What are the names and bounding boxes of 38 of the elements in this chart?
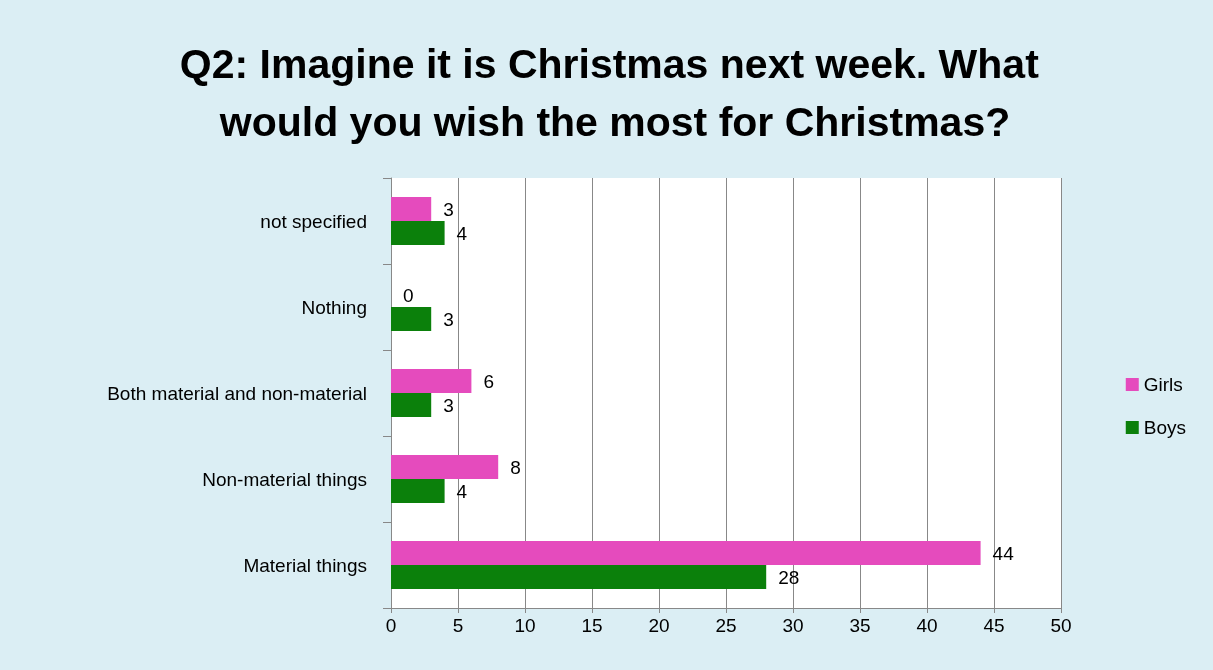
y-tick-label: Non-material things xyxy=(202,468,367,490)
x-tick-label: 40 xyxy=(916,615,938,636)
data-label: 0 xyxy=(403,284,414,306)
data-label: 3 xyxy=(443,198,454,220)
data-label: 6 xyxy=(483,370,494,392)
data-label: 4 xyxy=(456,222,468,244)
x-tick-label: 10 xyxy=(514,615,536,636)
data-label: 4 xyxy=(456,480,468,502)
x-tick-label: 45 xyxy=(983,615,1005,636)
legend-label: Girls xyxy=(1143,374,1183,395)
x-tick-label: 25 xyxy=(715,615,737,636)
bar xyxy=(391,393,432,417)
x-tick-label: 30 xyxy=(782,615,804,636)
x-tick-label: 50 xyxy=(1050,615,1072,636)
x-tick-label: 5 xyxy=(452,615,464,636)
x-tick-label: 35 xyxy=(849,615,871,636)
bar xyxy=(391,479,445,503)
bar xyxy=(391,455,499,479)
chart-title: Q2: Imagine it is Christmas next week. What would you wish the most for Christmas? xyxy=(179,41,1051,145)
y-tick-label: Both material and non-material xyxy=(107,382,367,404)
legend-label: Boys xyxy=(1143,417,1187,438)
y-tick-label: Material things xyxy=(243,554,367,576)
bar xyxy=(391,197,432,221)
x-tick-label: 20 xyxy=(648,615,670,636)
bar xyxy=(391,369,472,393)
data-label: 8 xyxy=(510,456,521,478)
data-label: 28 xyxy=(778,566,800,588)
bar xyxy=(391,307,432,331)
bar xyxy=(391,221,445,245)
bar xyxy=(391,565,767,589)
y-tick-label: Nothing xyxy=(301,296,367,318)
x-tick-label: 0 xyxy=(385,615,397,636)
x-tick-label: 15 xyxy=(581,615,603,636)
bar xyxy=(391,541,981,565)
data-label: 44 xyxy=(992,542,1015,564)
y-tick-label: not specified xyxy=(260,210,367,232)
data-label: 3 xyxy=(443,308,454,330)
data-label: 3 xyxy=(443,394,454,416)
